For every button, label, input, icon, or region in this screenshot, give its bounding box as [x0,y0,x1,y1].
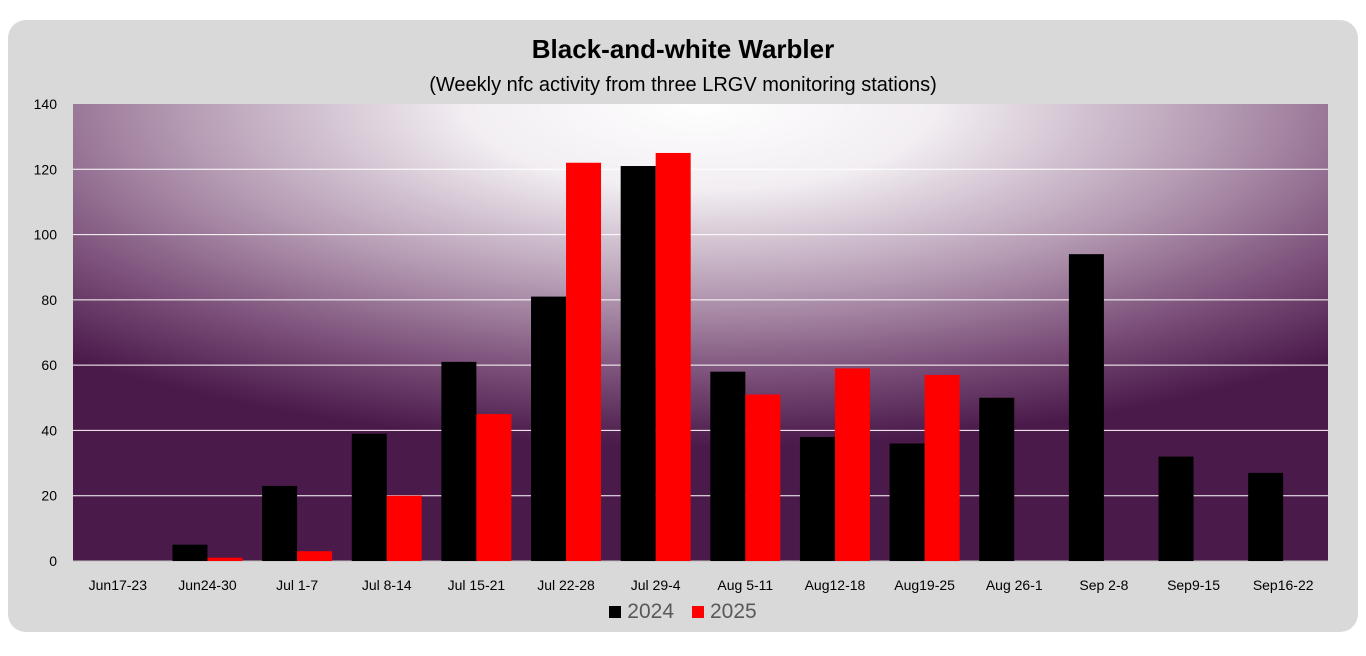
bar-2024-6 [620,166,656,561]
legend-swatch-2024 [609,606,622,618]
y-tick-label: 60 [41,357,57,373]
bar-2024-8 [799,436,835,561]
x-tick-label: Sep16-22 [1253,577,1314,593]
x-tick-label: Sep9-15 [1167,577,1220,593]
y-tick-label: 100 [34,227,58,243]
bar-2024-12 [1158,456,1194,561]
y-tick-label: 80 [41,292,57,308]
x-tick-label: Jul 29-4 [631,577,681,593]
x-tick-label: Sep 2-8 [1079,577,1128,593]
bar-2024-1 [172,544,208,561]
bar-2024-7 [710,371,746,561]
bar-2025-2 [297,551,333,561]
chart-title: Black-and-white Warbler [531,34,835,64]
x-tick-label: Jul 8-14 [362,577,412,593]
y-tick-label: 40 [41,422,57,438]
bar-2025-6 [655,152,691,561]
x-tick-label: Jul 15-21 [448,577,506,593]
y-axis-ticks: 0 20 40 60 80 100 120 140 [34,96,58,569]
bar-2024-4 [441,361,477,561]
bar-2025-7 [745,394,781,561]
y-tick-label: 120 [34,161,58,177]
legend-item-2024: 2024 [609,600,674,624]
bar-2024-13 [1248,472,1284,561]
y-tick-label: 20 [41,488,57,504]
x-tick-label: Jun17-23 [89,577,148,593]
bar-2025-4 [476,414,512,561]
bar-2025-3 [386,495,422,561]
bar-2025-5 [566,162,602,561]
x-axis-ticks: Jun17-23 Jun24-30 Jul 1-7 Jul 8-14 Jul 15-21… [89,577,1314,593]
chart-subtitle: (Weekly nfc activity from three LRGV mon… [429,74,937,96]
legend-item-2025: 2025 [692,600,757,624]
legend-swatch-2025 [692,606,704,618]
bar-2024-10 [979,397,1015,561]
legend-label-2025: 2025 [710,600,757,623]
bar-2025-8 [834,368,870,561]
legend: 2024 2025 [0,600,1366,624]
plot-area [73,104,1328,561]
x-tick-label: Jun24-30 [178,577,237,593]
bar-2025-9 [924,374,960,561]
bar-2024-9 [889,443,925,561]
x-tick-label: Aug12-18 [805,577,866,593]
bars [172,152,1284,561]
bar-2024-5 [531,296,567,561]
x-tick-label: Aug 26-1 [986,577,1043,593]
bar-2024-3 [351,433,387,561]
bar-2024-2 [262,485,298,561]
x-tick-label: Aug19-25 [894,577,955,593]
legend-label-2024: 2024 [627,600,674,623]
bar-2025-1 [207,557,243,561]
x-tick-label: Jul 1-7 [276,577,318,593]
bar-2024-11 [1068,254,1104,561]
y-tick-label: 0 [49,553,57,569]
y-tick-label: 140 [34,96,58,112]
x-tick-label: Aug 5-11 [717,577,773,593]
x-tick-label: Jul 22-28 [537,577,595,593]
